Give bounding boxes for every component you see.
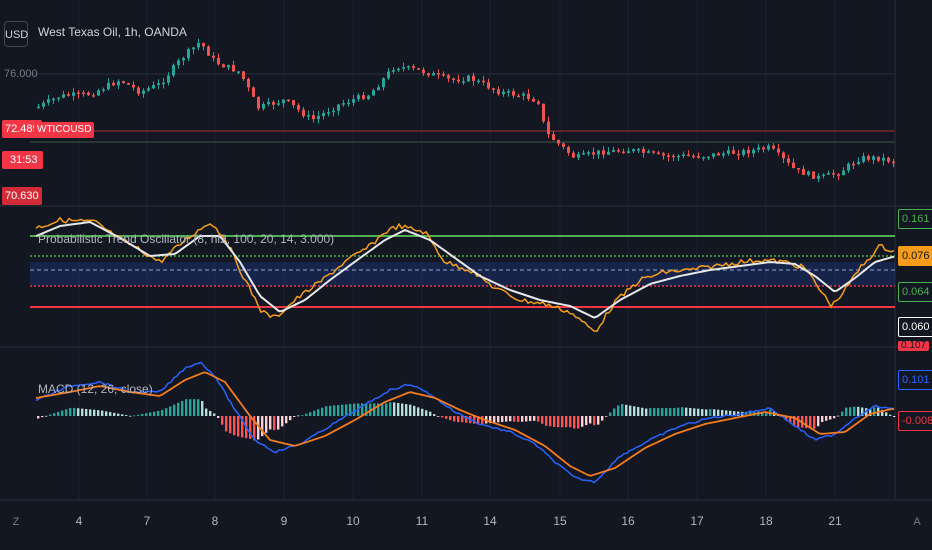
neutral-zone <box>30 262 895 286</box>
time-tick-label: 11 <box>415 514 429 528</box>
symbol-tag: WTICOUSD <box>34 122 95 138</box>
oscillator-slow-line <box>35 220 895 319</box>
grid-lines <box>78 0 836 500</box>
oscillator-levels <box>30 235 895 308</box>
currency-button[interactable]: USD <box>4 21 28 47</box>
time-tick-label: 8 <box>211 514 219 528</box>
macd-title[interactable]: MACD (12, 26, close) <box>38 382 153 396</box>
macd-signal-line <box>35 371 895 477</box>
oscillator-fast-line <box>35 216 895 332</box>
macd-line-badge: 0.101 <box>898 370 932 390</box>
macd-hidden-badge: 0.107 <box>898 341 930 351</box>
time-tick-label: 4 <box>75 514 83 528</box>
macd-histogram <box>37 399 896 441</box>
oscillator-slow-badge: 0.060 <box>898 317 932 337</box>
time-tick-label: 17 <box>690 514 704 528</box>
scroll-left-button[interactable]: Z <box>12 516 20 528</box>
last-price-badge: 72.489 <box>2 120 42 138</box>
oscillator-upper-band-badge: 0.161 <box>898 209 932 229</box>
time-tick-label: 18 <box>759 514 773 528</box>
time-tick-label: 14 <box>483 514 497 528</box>
countdown-badge: 31:53 <box>2 151 43 169</box>
scroll-right-button[interactable]: A <box>913 516 921 528</box>
oscillator-fast-badge: 0.076 <box>898 246 932 266</box>
time-tick-label: 16 <box>621 514 635 528</box>
time-tick-label: 9 <box>280 514 288 528</box>
price-label-top: 76.000 <box>4 68 38 80</box>
macd-histogram-badge: -0.008 <box>898 411 932 431</box>
time-tick-label: 15 <box>553 514 567 528</box>
price-label-bottom: 70.630 <box>2 187 42 205</box>
macd-line <box>35 361 895 484</box>
oscillator-inner-band-badge: 0.064 <box>898 282 932 302</box>
time-tick-label: 21 <box>828 514 842 528</box>
symbol-title[interactable]: West Texas Oil, 1h, OANDA <box>38 25 187 39</box>
oscillator-title[interactable]: Probabilistic Trend Oscillator (8, hl2, … <box>38 232 335 246</box>
time-tick-label: 7 <box>143 514 151 528</box>
candlestick-series <box>37 38 895 182</box>
time-tick-label: 10 <box>346 514 360 528</box>
